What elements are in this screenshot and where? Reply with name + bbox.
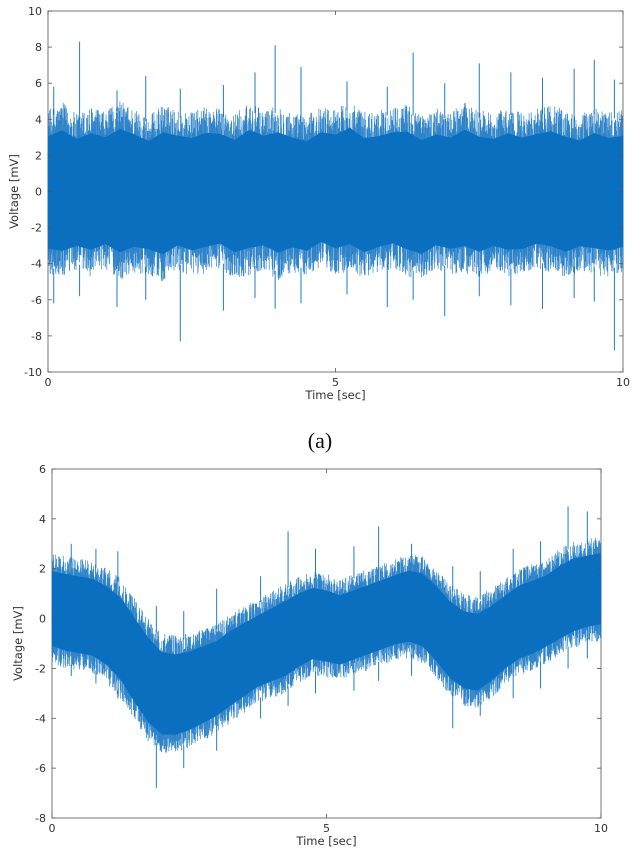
y-tick-label: -4 (35, 712, 46, 725)
chart-panel-2: -8 -6 -4 -2 0 2 4 6 0 5 10 Time [sec] Voltage [mV] (11, 463, 608, 848)
y-tick-label: 2 (35, 149, 42, 162)
y-tick-label: -10 (24, 366, 42, 379)
y-tick-label: 10 (28, 5, 42, 18)
y-axis-label: Voltage [mV] (7, 154, 21, 229)
x-tick-label: 10 (594, 822, 608, 835)
y-tick-label: 6 (35, 77, 42, 90)
y-tick-label: -4 (31, 258, 42, 271)
y-tick-label: -6 (35, 762, 46, 775)
x-tick-label: 0 (49, 822, 56, 835)
y-tick-label: 0 (35, 186, 42, 199)
x-tick-label: 5 (323, 822, 330, 835)
panel-a-caption: (a) (307, 428, 333, 453)
x-axis-label: Time [sec] (304, 388, 365, 402)
y-tick-label: 4 (39, 513, 46, 526)
signal-trace (51, 506, 602, 789)
chart-panel-1: -10 -8 -6 -4 -2 0 2 4 6 8 10 0 5 10 Time [sec] Voltage … (7, 5, 630, 402)
y-tick-label: 4 (35, 113, 42, 126)
signal-trace (47, 41, 624, 351)
y-tick-label: 0 (39, 613, 46, 626)
y-tick-label: -8 (31, 330, 42, 343)
y-tick-label: -2 (35, 662, 46, 675)
x-tick-label: 0 (45, 376, 52, 389)
x-axis-label: Time [sec] (295, 834, 356, 848)
y-tick-label: -6 (31, 294, 42, 307)
x-tick-label: 10 (616, 376, 630, 389)
signal-core-band (52, 553, 601, 735)
x-tick-label: 5 (332, 376, 339, 389)
signal-core-band (48, 127, 623, 255)
y-tick-label: -8 (35, 812, 46, 825)
y-axis-label: Voltage [mV] (11, 606, 25, 681)
y-tick-label: 2 (39, 563, 46, 576)
y-tick-label: -2 (31, 222, 42, 235)
y-tick-label: 6 (39, 463, 46, 476)
y-tick-label: 8 (35, 41, 42, 54)
